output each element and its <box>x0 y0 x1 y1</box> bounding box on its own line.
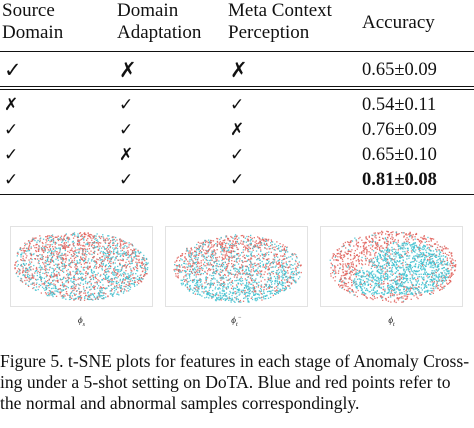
meta-context-mark: ✗ <box>230 120 245 140</box>
table-row: ✗ ✓ ✓ 0.54±0.11 <box>0 92 474 118</box>
tsne-panel-source <box>10 226 153 307</box>
figure-caption: Figure 5. t-SNE plots for features in ea… <box>0 351 474 414</box>
tsne-scatter-target-pre <box>165 226 308 307</box>
meta-context-mark: ✓ <box>230 145 245 165</box>
panel-label-sub: t <box>393 321 395 328</box>
header-source-domain-line1: Source <box>2 0 55 21</box>
tsne-panel-target <box>320 226 463 307</box>
header-accuracy: Accuracy <box>362 12 435 58</box>
panel-label-sub: t <box>235 321 238 328</box>
source-domain-mark: ✓ <box>4 120 19 140</box>
caption-line: Figure 5. t-SNE plots for features in ea… <box>0 351 470 371</box>
accuracy-value: 0.76±0.09 <box>362 120 437 140</box>
tsne-scatter-target <box>320 226 463 307</box>
accuracy-value-best: 0.81±0.08 <box>362 170 437 190</box>
source-domain-mark: ✓ <box>4 58 22 82</box>
panel-frame <box>320 226 463 307</box>
table-rule-baseline-top <box>0 86 474 87</box>
panel-label-base: ϕ <box>231 315 236 325</box>
header-source-domain: Source Domain <box>2 0 63 46</box>
panel-label-base: ϕ <box>388 315 393 325</box>
table-rule-header <box>0 51 474 52</box>
panel-label-sub: s <box>82 321 85 328</box>
header-meta-context-line1: Meta Context <box>228 0 332 21</box>
tsne-panel-target-pre <box>165 226 308 307</box>
table-row: ✓ ✓ ✗ 0.76±0.09 <box>0 117 474 143</box>
panel-label-target-pre: ϕt− <box>165 315 308 328</box>
meta-context-mark: ✓ <box>230 95 245 115</box>
header-accuracy-line1: Accuracy <box>362 12 435 33</box>
header-domain-adaptation-line2: Adaptation <box>117 22 202 43</box>
panel-label-source: ϕs <box>10 315 153 328</box>
table-row: ✓ ✗ ✗ 0.65±0.09 <box>0 57 474 83</box>
panel-frame <box>10 226 153 307</box>
accuracy-value: 0.65±0.09 <box>362 60 437 80</box>
domain-adaptation-mark: ✗ <box>119 58 137 82</box>
header-meta-context-line2: Perception <box>228 22 310 43</box>
table-rule-bottom <box>0 194 474 195</box>
domain-adaptation-mark: ✓ <box>119 95 134 115</box>
tsne-scatter-source <box>10 226 153 307</box>
domain-adaptation-mark: ✗ <box>119 145 134 165</box>
header-domain-adaptation-line1: Domain <box>117 0 179 21</box>
accuracy-value: 0.54±0.11 <box>362 95 437 115</box>
source-domain-mark: ✓ <box>4 145 19 165</box>
table-row: ✓ ✓ ✓ 0.81±0.08 <box>0 167 474 193</box>
domain-adaptation-mark: ✓ <box>119 120 134 140</box>
source-domain-mark: ✗ <box>4 95 19 115</box>
caption-line: the normal and abnormal samples correspo… <box>0 393 360 413</box>
meta-context-mark: ✓ <box>230 170 245 190</box>
table-rule-baseline-bottom <box>0 89 474 90</box>
table-row: ✓ ✗ ✓ 0.65±0.10 <box>0 142 474 168</box>
accuracy-value: 0.65±0.10 <box>362 145 437 165</box>
panel-frame <box>165 226 308 307</box>
panel-label-sup: − <box>237 315 242 321</box>
source-domain-mark: ✓ <box>4 170 19 190</box>
panel-label-base: ϕ <box>77 315 83 325</box>
domain-adaptation-mark: ✓ <box>119 170 134 190</box>
caption-line: ing under a 5-shot setting on DoTA. Blue… <box>0 372 451 392</box>
header-source-domain-line2: Domain <box>2 22 64 43</box>
meta-context-mark: ✗ <box>230 58 248 82</box>
header-domain-adaptation: Domain Adaptation <box>117 0 201 46</box>
header-meta-context: Meta Context Perception <box>228 0 332 46</box>
panel-label-target: ϕt <box>320 315 463 328</box>
